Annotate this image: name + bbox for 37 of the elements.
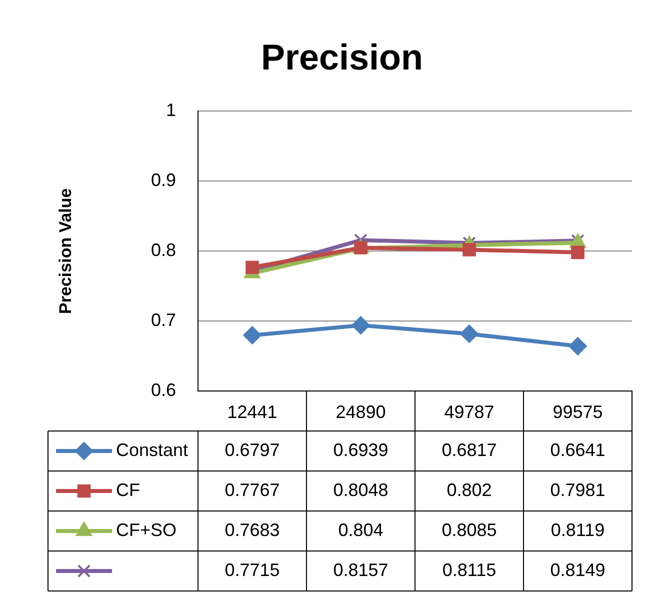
data-label: 0.8085 xyxy=(442,520,497,540)
data-label: 0.7683 xyxy=(224,520,280,540)
legend-label: CF+SO xyxy=(116,520,177,540)
data-label: 0.8048 xyxy=(333,480,388,500)
data-label: 0.6641 xyxy=(550,440,606,460)
data-label: 0.8119 xyxy=(550,520,605,540)
point xyxy=(352,316,370,334)
data-label: 0.6939 xyxy=(333,440,388,460)
point xyxy=(460,324,478,343)
data-label: 0.8115 xyxy=(442,560,496,580)
point xyxy=(243,326,262,344)
legend-label: CF xyxy=(116,480,140,500)
x-tick-label: 49787 xyxy=(444,402,494,422)
y-tick-label: 0.6 xyxy=(150,380,176,400)
data-label: 0.802 xyxy=(446,480,492,500)
data-label: 0.804 xyxy=(338,520,384,540)
point xyxy=(462,243,476,256)
data-label: 0.8157 xyxy=(333,560,388,580)
chart-title: Precision xyxy=(260,36,424,78)
x-tick-label: 12441 xyxy=(227,402,278,422)
data-label: 0.7715 xyxy=(224,560,280,580)
data-label: 0.8149 xyxy=(550,560,606,580)
legend-label: Constant xyxy=(116,440,188,460)
data-label: 0.6817 xyxy=(442,440,497,460)
data-label: 0.7767 xyxy=(224,480,280,500)
data-label: 0.6797 xyxy=(224,440,280,460)
y-tick-label: 0.8 xyxy=(150,240,176,260)
y-tick-label: 1 xyxy=(166,100,176,120)
y-axis-title: Precision Value xyxy=(56,188,75,314)
data-label: 0.7981 xyxy=(550,480,606,500)
point xyxy=(568,337,587,356)
x-tick-label: 99575 xyxy=(552,402,603,422)
y-tick-label: 0.7 xyxy=(150,310,176,330)
x-tick-label: 24890 xyxy=(336,402,386,422)
point xyxy=(246,260,259,274)
point xyxy=(571,246,584,260)
y-tick-label: 0.9 xyxy=(150,170,176,190)
